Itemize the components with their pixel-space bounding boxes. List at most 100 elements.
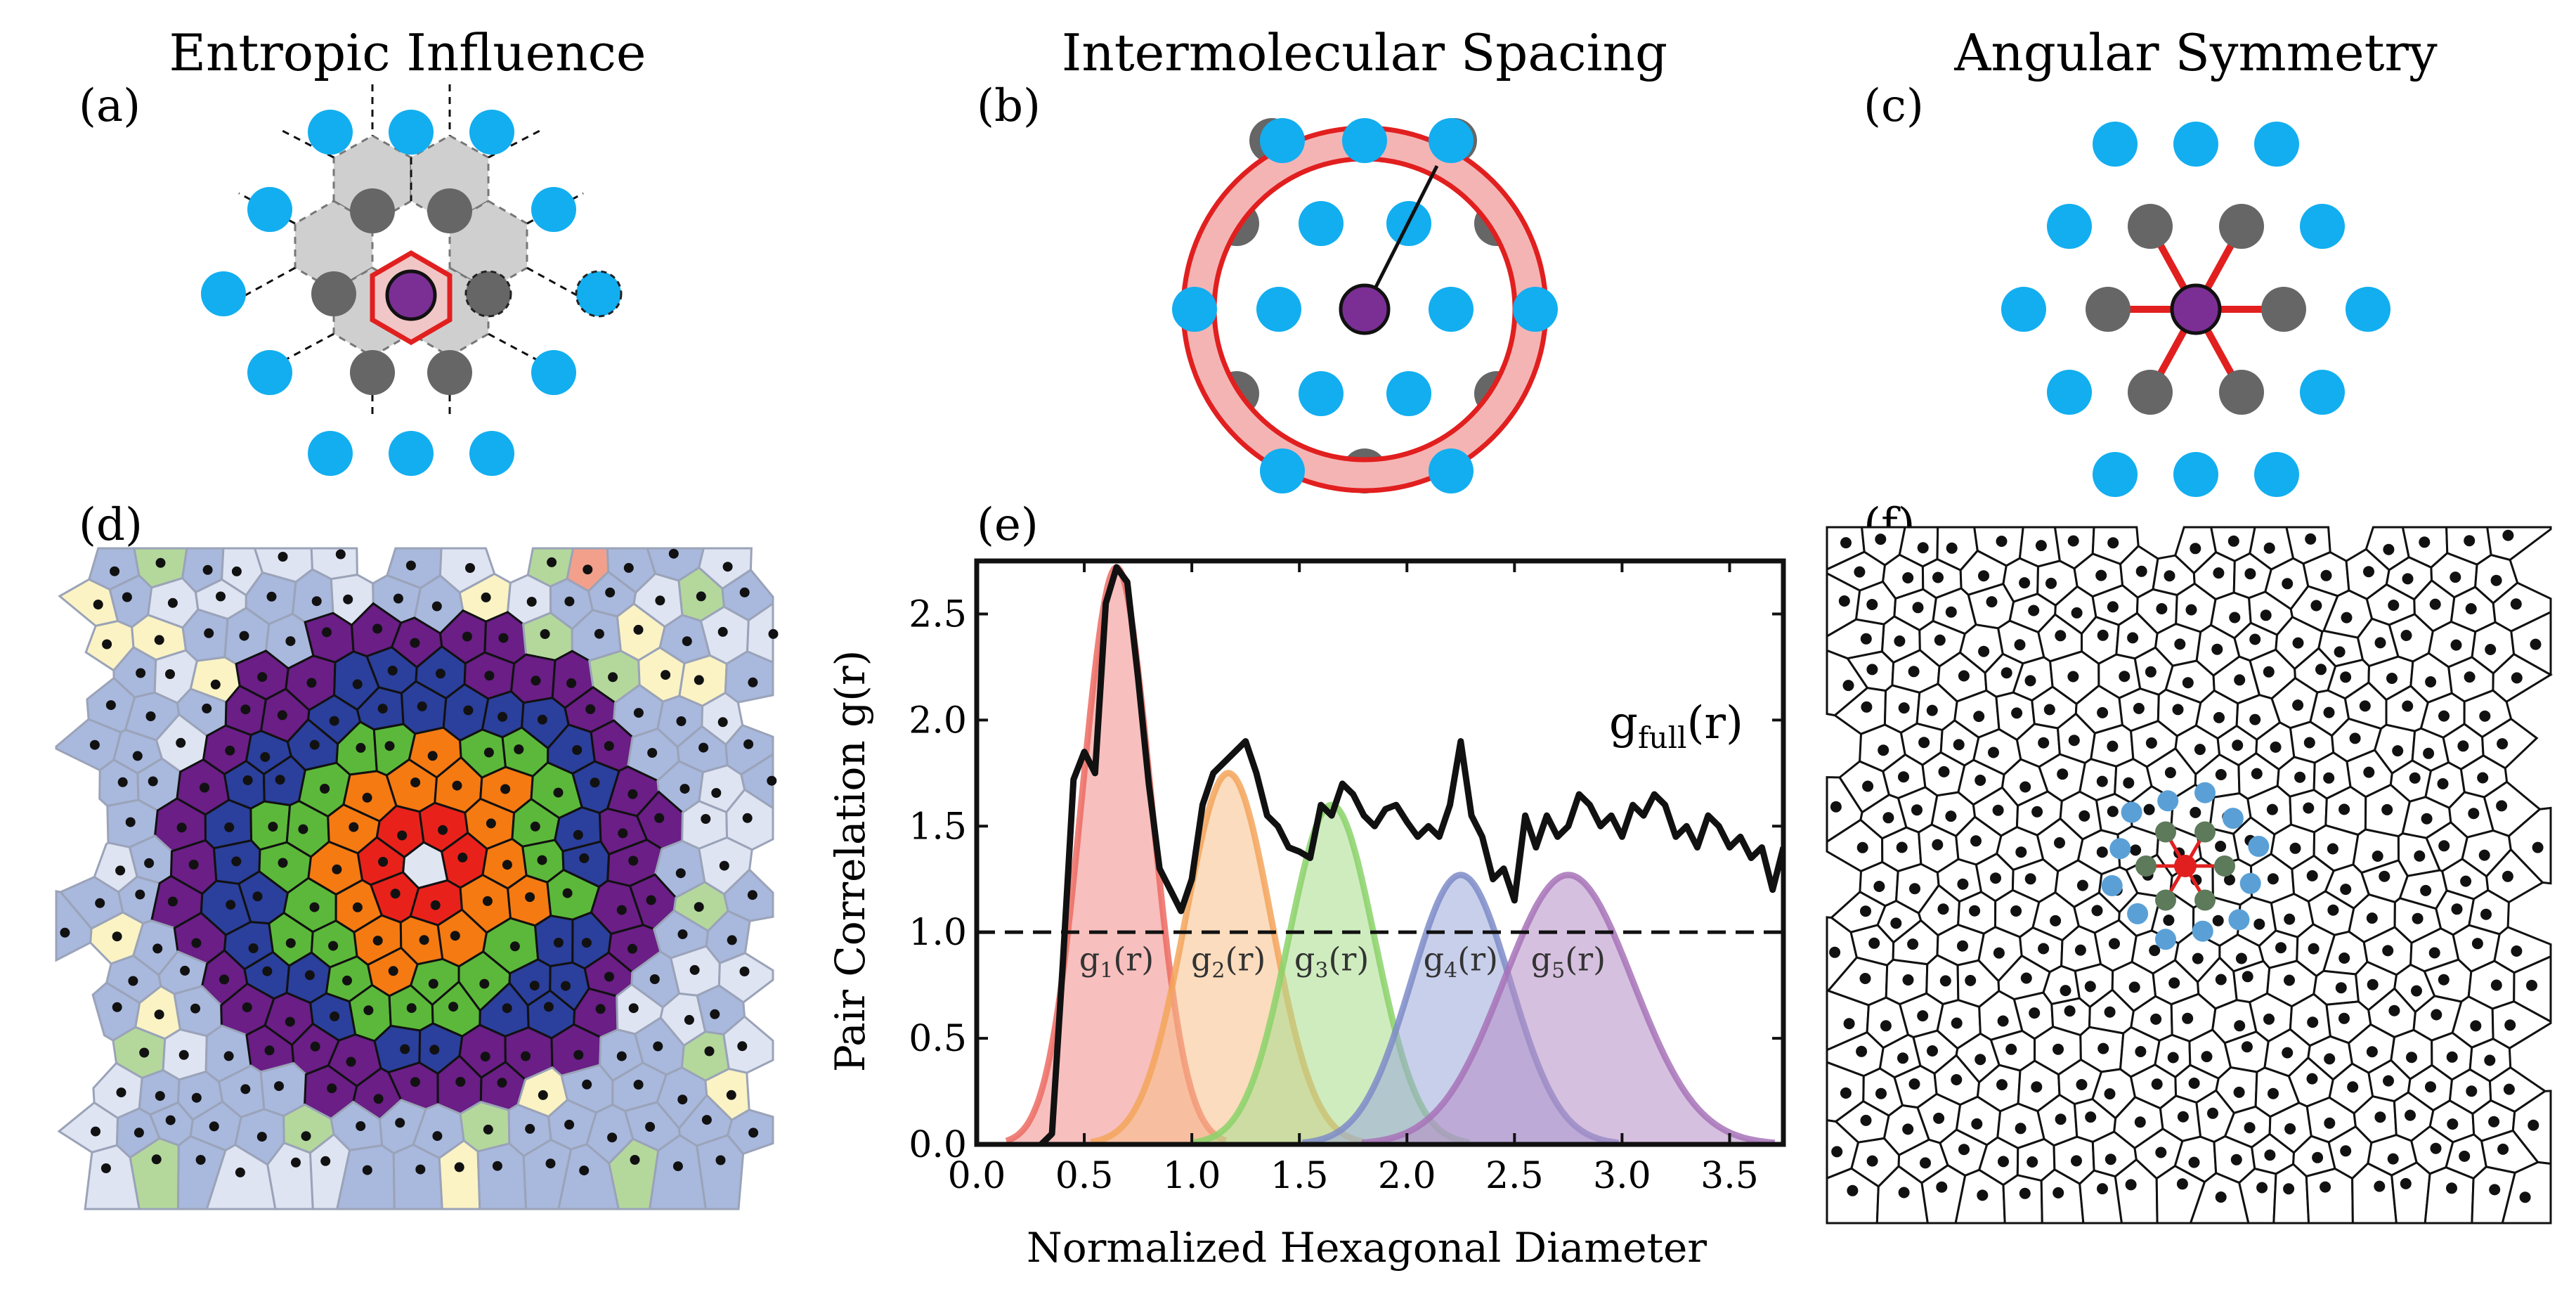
- cell-center: [1998, 1156, 2009, 1168]
- cell-center: [2366, 1046, 2378, 1058]
- cell-center: [1965, 974, 1977, 986]
- cell-center: [1957, 940, 1968, 952]
- cell-center: [256, 1132, 267, 1142]
- voronoi-cell: [55, 890, 93, 962]
- cell-center: [260, 751, 271, 762]
- cell-center: [2133, 702, 2145, 714]
- cell-center: [388, 966, 398, 976]
- cell-center: [356, 742, 366, 753]
- cell-center: [2496, 800, 2508, 812]
- x-axis-label: Normalized Hexagonal Diameter: [1027, 1224, 1707, 1272]
- cell-center: [595, 1004, 606, 1014]
- cell-center: [2263, 666, 2275, 678]
- cell-center: [463, 705, 474, 716]
- cell-center: [1926, 704, 1938, 716]
- cell-center: [322, 627, 332, 638]
- cell-center: [2145, 666, 2157, 678]
- cell-center: [240, 1084, 251, 1094]
- cell-center: [136, 668, 146, 678]
- voronoi-cell: [2485, 526, 2552, 562]
- cell-center: [529, 981, 540, 991]
- cell-center: [427, 751, 438, 761]
- cell-center: [594, 628, 604, 639]
- cell-center: [2409, 772, 2421, 784]
- cell-center: [739, 587, 750, 597]
- cell-center: [1866, 599, 1878, 610]
- cell-center: [2349, 732, 2361, 744]
- cell-center: [2338, 952, 2350, 964]
- cell-center: [2510, 598, 2522, 610]
- cell-center: [573, 829, 583, 840]
- second-shell-particle: [2121, 801, 2142, 823]
- cell-center: [2324, 1053, 2336, 1065]
- cell-center: [2363, 766, 2375, 778]
- cell-center: [2260, 609, 2272, 621]
- cell-center: [2306, 1073, 2318, 1085]
- cell-center: [2125, 1179, 2137, 1191]
- central-particle-c: [2170, 283, 2222, 335]
- cell-center: [429, 1045, 440, 1055]
- cell-center: [378, 857, 389, 867]
- cell-center: [60, 927, 70, 938]
- cell-center: [2485, 644, 2497, 655]
- cell-center: [2446, 1051, 2458, 1063]
- cell-center: [1840, 537, 1852, 549]
- cell-center: [633, 624, 644, 635]
- cell-center: [1897, 1052, 1908, 1064]
- cell-center: [2438, 710, 2450, 722]
- cell-center: [2104, 1088, 2116, 1100]
- cell-center: [2053, 1187, 2064, 1199]
- cell-center: [225, 745, 235, 756]
- cell-center: [2233, 1086, 2245, 1098]
- cell-center: [410, 1077, 420, 1087]
- cell-center: [645, 1122, 656, 1132]
- cell-center: [1896, 841, 1908, 853]
- cell-center: [1939, 975, 1951, 987]
- cell-center: [454, 1162, 464, 1173]
- cell-center: [2211, 643, 2223, 655]
- cell-center: [616, 1051, 627, 1061]
- second-shell-particle: [2239, 872, 2261, 894]
- cell-center: [675, 868, 686, 879]
- voronoi-cell: [2002, 1174, 2043, 1225]
- cell-center: [739, 967, 750, 976]
- cell-center: [2383, 1075, 2394, 1087]
- cell-center: [2477, 772, 2489, 784]
- cell-center: [1894, 635, 1906, 647]
- cell-center: [2249, 633, 2261, 645]
- particles-a: [201, 110, 623, 476]
- panel-b-title: Intermolecular Spacing: [1062, 23, 1667, 82]
- cell-center: [722, 562, 733, 572]
- cell-center: [176, 737, 186, 748]
- cell-center: [1945, 810, 1957, 822]
- cell-center: [1862, 780, 1874, 792]
- cell-center: [450, 931, 460, 941]
- voronoi-cell: [696, 1134, 745, 1210]
- cell-center: [543, 1002, 554, 1012]
- cell-center: [2001, 667, 2012, 679]
- cell-center: [242, 1002, 252, 1012]
- cell-center: [432, 1131, 443, 1142]
- cell-center: [684, 1014, 694, 1025]
- cell-center: [2471, 938, 2483, 950]
- cell-center: [2091, 905, 2103, 917]
- voronoi-cell: [724, 650, 774, 704]
- cell-center: [2215, 769, 2227, 780]
- cell-center: [2451, 903, 2463, 915]
- cell-center: [2310, 600, 2322, 612]
- cell-center: [2479, 710, 2491, 722]
- cell-center: [2478, 849, 2490, 861]
- cell-center: [252, 891, 263, 902]
- cell-center: [2232, 739, 2244, 751]
- cell-center: [2010, 905, 2022, 917]
- panel-a-label: (a): [79, 80, 141, 132]
- cell-center: [2292, 637, 2304, 649]
- cell-center: [2253, 918, 2265, 930]
- cell-center: [2323, 772, 2335, 784]
- cell-center: [1932, 839, 1944, 851]
- cell-center: [607, 1132, 618, 1143]
- cell-center: [195, 1155, 206, 1165]
- cell-center: [2305, 533, 2317, 545]
- cell-center: [448, 1002, 459, 1012]
